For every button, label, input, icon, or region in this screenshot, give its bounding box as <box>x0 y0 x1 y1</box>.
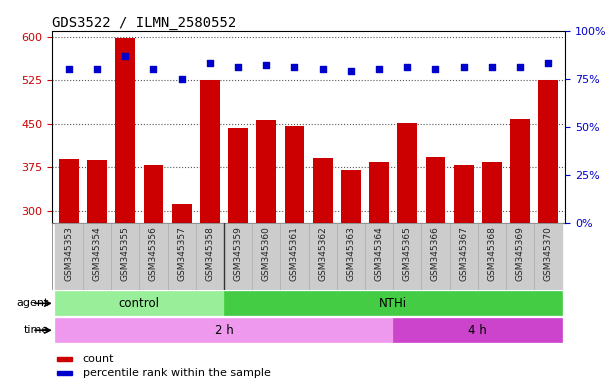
Text: agent: agent <box>16 298 49 308</box>
Bar <box>55 318 393 343</box>
Text: percentile rank within the sample: percentile rank within the sample <box>82 367 271 377</box>
Bar <box>393 223 422 290</box>
Text: GSM345359: GSM345359 <box>233 226 243 281</box>
Text: GSM345369: GSM345369 <box>516 226 525 281</box>
Text: GSM345370: GSM345370 <box>544 226 553 281</box>
Bar <box>167 223 196 290</box>
Point <box>374 66 384 72</box>
Point <box>205 60 214 66</box>
Bar <box>196 223 224 290</box>
Text: GSM345365: GSM345365 <box>403 226 412 281</box>
Bar <box>337 223 365 290</box>
Bar <box>506 223 534 290</box>
Bar <box>482 162 502 223</box>
Point <box>148 66 158 72</box>
Bar <box>200 79 220 223</box>
Text: GSM345362: GSM345362 <box>318 226 327 281</box>
Text: GDS3522 / ILMN_2580552: GDS3522 / ILMN_2580552 <box>52 16 236 30</box>
Bar <box>172 204 191 223</box>
Text: GSM345367: GSM345367 <box>459 226 468 281</box>
Point <box>177 76 186 82</box>
Bar <box>252 223 280 290</box>
Text: GSM345360: GSM345360 <box>262 226 271 281</box>
Bar <box>426 157 445 223</box>
Point <box>262 62 271 68</box>
Bar <box>115 38 135 223</box>
Text: 4 h: 4 h <box>469 324 487 337</box>
Point <box>64 66 74 72</box>
Bar <box>365 223 393 290</box>
Bar <box>57 358 73 361</box>
Bar <box>55 291 224 316</box>
Text: GSM345368: GSM345368 <box>488 226 496 281</box>
Text: GSM345361: GSM345361 <box>290 226 299 281</box>
Bar <box>313 157 332 223</box>
Bar <box>111 223 139 290</box>
Bar <box>534 223 562 290</box>
Bar <box>257 120 276 223</box>
Point <box>487 64 497 70</box>
Text: GSM345353: GSM345353 <box>64 226 73 281</box>
Text: GSM345366: GSM345366 <box>431 226 440 281</box>
Bar <box>478 223 506 290</box>
Point <box>403 64 412 70</box>
Point <box>346 68 356 74</box>
Bar <box>59 159 79 223</box>
Text: 2 h: 2 h <box>214 324 233 337</box>
Point <box>92 66 102 72</box>
Bar <box>397 122 417 223</box>
Point <box>543 60 553 66</box>
Bar <box>83 223 111 290</box>
Bar <box>224 291 562 316</box>
Bar <box>454 164 474 223</box>
Text: GSM345355: GSM345355 <box>121 226 130 281</box>
Bar <box>369 162 389 223</box>
Bar <box>285 126 304 223</box>
Text: GSM345357: GSM345357 <box>177 226 186 281</box>
Point <box>431 66 441 72</box>
Text: GSM345354: GSM345354 <box>92 226 101 281</box>
Bar <box>393 318 562 343</box>
Point <box>120 53 130 59</box>
Point <box>290 64 299 70</box>
Bar <box>139 223 167 290</box>
Bar <box>228 128 248 223</box>
Text: NTHi: NTHi <box>379 297 407 310</box>
Text: count: count <box>82 354 114 364</box>
Bar <box>55 223 83 290</box>
Text: GSM345358: GSM345358 <box>205 226 214 281</box>
Text: GSM345363: GSM345363 <box>346 226 356 281</box>
Bar <box>144 164 163 223</box>
Bar <box>224 223 252 290</box>
Text: GSM345356: GSM345356 <box>149 226 158 281</box>
Point <box>318 66 327 72</box>
Bar <box>422 223 450 290</box>
Bar <box>341 170 360 223</box>
Text: control: control <box>119 297 160 310</box>
Point <box>233 64 243 70</box>
Point <box>459 64 469 70</box>
Text: GSM345364: GSM345364 <box>375 226 384 281</box>
Point <box>515 64 525 70</box>
Text: time: time <box>24 325 49 335</box>
Bar <box>309 223 337 290</box>
Bar <box>280 223 309 290</box>
Bar <box>450 223 478 290</box>
Bar <box>510 119 530 223</box>
Bar <box>87 161 107 223</box>
Bar <box>538 80 558 223</box>
Bar <box>57 371 73 375</box>
